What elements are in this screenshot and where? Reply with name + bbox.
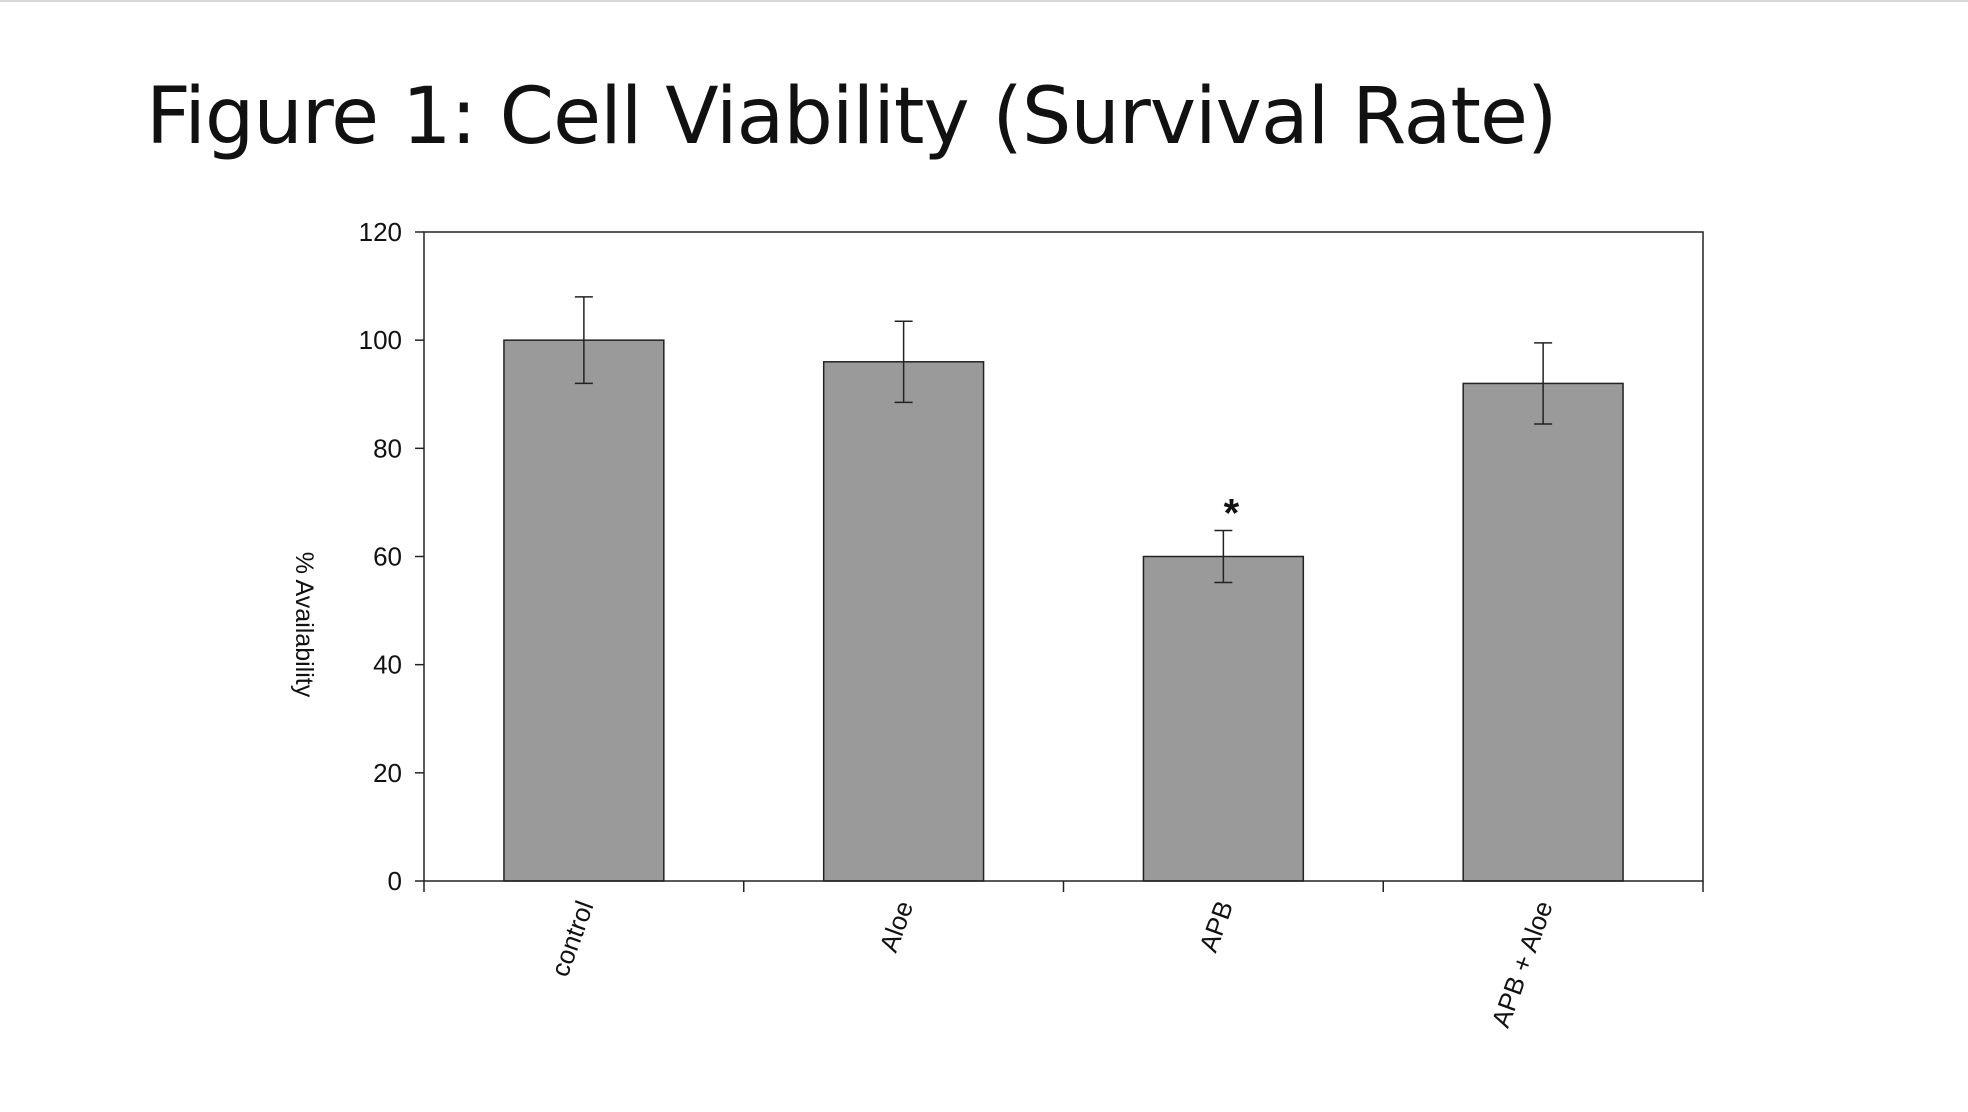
y-tick-label: 120: [359, 217, 402, 247]
significance-marker: *: [1224, 492, 1240, 536]
bar: [1142, 555, 1305, 882]
top-divider: [0, 0, 1968, 2]
y-axis-ticks: 0 20 40 60 80 100 120: [359, 217, 424, 896]
y-tick-label: 60: [373, 542, 402, 572]
y-tick-label: 100: [359, 325, 402, 355]
error-bars: *: [574, 296, 1553, 584]
page-title: Figure 1: Cell Viability (Survival Rate): [146, 72, 1557, 162]
x-tick-label: APB: [1193, 897, 1239, 956]
bar: [822, 361, 985, 882]
x-tick-label: Aloe: [873, 897, 919, 956]
bars: [503, 339, 1624, 882]
y-tick-label: 20: [373, 758, 402, 788]
y-tick-label: 80: [373, 433, 402, 463]
axis-labels: % Availability: [290, 552, 318, 698]
bar: [503, 339, 665, 882]
y-axis-title: % Availability: [290, 552, 318, 698]
x-tick-label: control: [545, 897, 600, 981]
y-tick-label: 40: [373, 650, 402, 680]
x-tick-label: APB + Aloe: [1485, 897, 1558, 1032]
x-axis-ticks: control Aloe APB APB + Aloe: [423, 881, 1704, 1032]
y-tick-label: 0: [388, 866, 402, 896]
bar: [1462, 382, 1624, 882]
